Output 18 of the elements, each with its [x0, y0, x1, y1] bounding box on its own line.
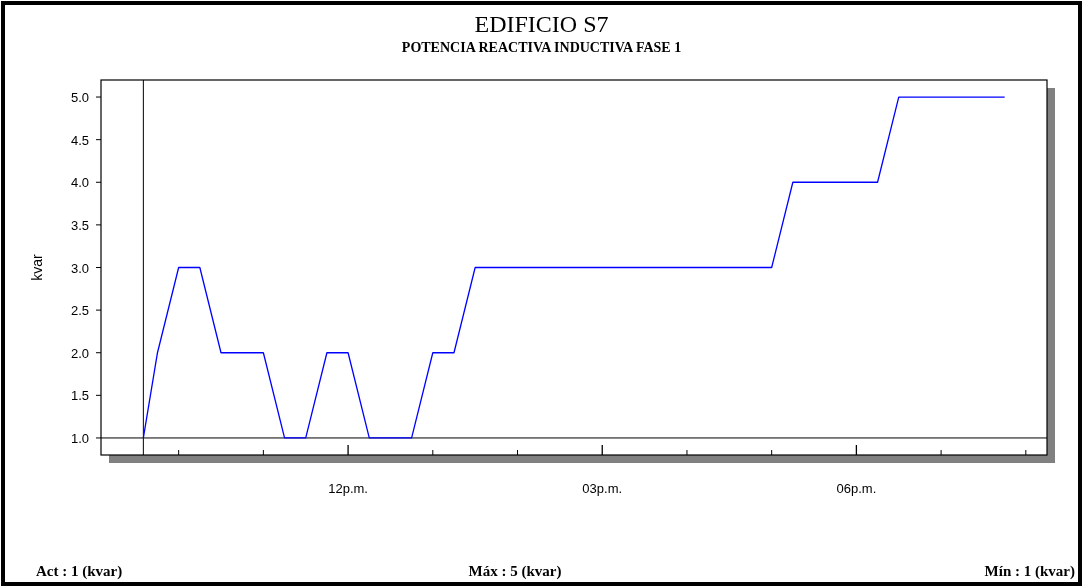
y-axis-title: kvar	[29, 253, 45, 281]
y-tick-label: 2.0	[70, 345, 89, 361]
chart-title: EDIFICIO S7	[474, 11, 609, 37]
text: Mín : 1 (kvar)	[984, 563, 1075, 580]
y-tick-label: 3.5	[70, 217, 89, 233]
y-tick-label: 1.5	[70, 388, 89, 404]
text: Máx : 5 (kvar)	[468, 563, 562, 580]
chart-subtitle: POTENCIA REACTIVA INDUCTIVA FASE 1	[401, 40, 682, 55]
y-tick-label: 3.0	[70, 260, 89, 276]
x-tick-label: 03p.m.	[582, 481, 623, 496]
text: Act : 1 (kvar)	[36, 563, 123, 580]
y-tick-label: 1.0	[70, 430, 89, 446]
x-tick-label: 06p.m.	[836, 481, 877, 496]
x-tick-label: 12p.m.	[328, 481, 368, 496]
y-tick-label: 5.0	[70, 90, 89, 106]
y-tick-label: 2.5	[70, 303, 89, 319]
y-tick-label: 4.0	[70, 175, 89, 191]
y-tick-label: 4.5	[70, 132, 89, 148]
